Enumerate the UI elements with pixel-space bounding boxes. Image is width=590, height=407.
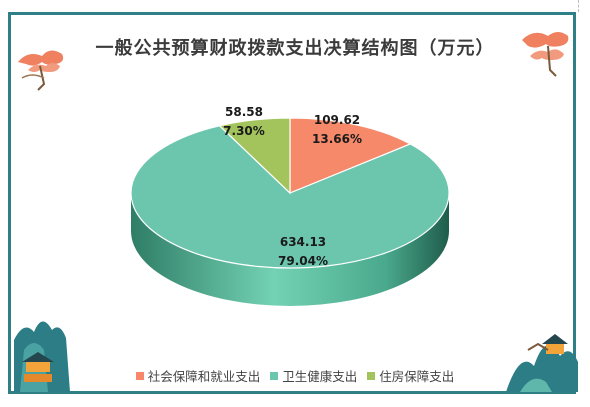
legend-swatch (135, 371, 144, 380)
decor-landscape-bottom-left (14, 321, 70, 392)
data-label-health-value: 634.13 (280, 235, 326, 249)
data-label-social-security-value: 109.62 (314, 113, 360, 127)
pie-slice-social-security[interactable] (289, 117, 412, 194)
legend-label: 卫生健康支出 (282, 369, 358, 384)
decor-tree-top-left (18, 50, 64, 91)
pie-slice-housing[interactable] (218, 117, 291, 195)
legend-item-health[interactable]: 卫生健康支出 (270, 366, 357, 385)
legend-item-housing[interactable]: 住房保障支出 (367, 366, 454, 385)
chart-title: 一般公共预算财政拨款支出决算结构图（万元） (95, 38, 495, 59)
decor-landscape-bottom-right (506, 334, 578, 392)
legend-label: 社会保障和就业支出 (147, 369, 261, 384)
legend-label: 住房保障支出 (379, 369, 455, 384)
decor-tree-top-right (522, 32, 569, 77)
data-label-housing-percent: 7.30% (223, 124, 265, 138)
data-label-social-security-percent: 13.66% (312, 132, 362, 146)
legend-swatch (270, 371, 279, 380)
legend-swatch (367, 371, 376, 380)
legend-item-social-security[interactable]: 社会保障和就业支出 (135, 366, 261, 385)
data-label-housing-value: 58.58 (225, 105, 263, 119)
pie-side (131, 193, 449, 306)
pie-slice-health[interactable] (130, 125, 450, 269)
data-label-health-percent: 79.04% (278, 254, 328, 268)
chart-legend: 社会保障和就业支出 卫生健康支出 住房保障支出 (0, 366, 590, 385)
page-edge-marker (578, 0, 580, 12)
